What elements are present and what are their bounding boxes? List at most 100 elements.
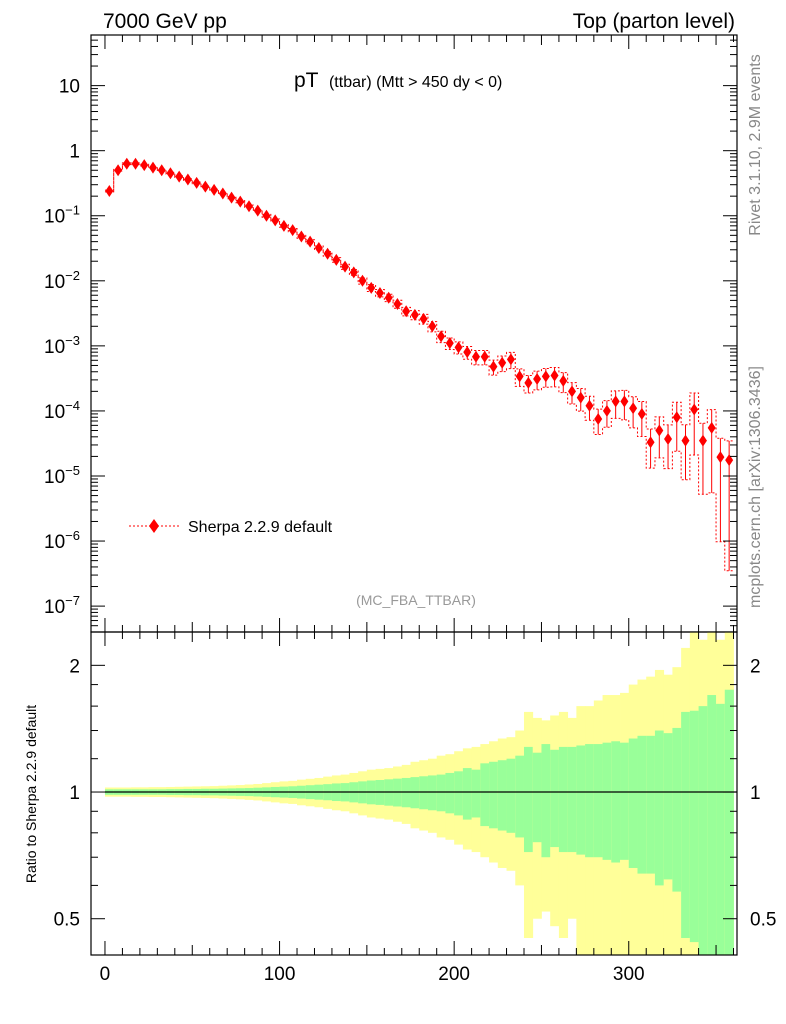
data-point-marker (489, 360, 498, 373)
ratio-inner-band-bin (663, 733, 673, 880)
data-point-marker (201, 180, 210, 193)
data-point-marker (183, 173, 192, 186)
data-point-marker (716, 451, 725, 464)
data-point-marker (480, 350, 489, 363)
data-point-marker (323, 247, 332, 260)
data-point-marker (655, 424, 664, 437)
data-point-marker (463, 346, 472, 359)
y-tick-label: 10−7 (44, 593, 80, 618)
ratio-inner-band-bin (576, 745, 586, 855)
x-tick-label: 100 (264, 964, 296, 985)
data-point-marker (454, 341, 463, 354)
data-point-marker (122, 157, 131, 170)
ratio-inner-band-bin (497, 760, 507, 831)
ratio-y-tick-label: 0.5 (54, 910, 80, 931)
ratio-inner-band-bin (585, 744, 595, 858)
plot-title-suffix: (ttbar) (Mtt > 450 dy < 0) (329, 74, 502, 91)
data-point-marker (533, 372, 542, 385)
data-point-marker (515, 370, 524, 383)
data-point-marker (725, 454, 734, 467)
data-point-marker (218, 187, 227, 200)
ratio-inner-band-bin (698, 706, 708, 955)
ratio-plot-y-ticks: 0.5 0.5 1 1 2 2 (54, 656, 777, 930)
data-point-marker (349, 266, 358, 279)
data-point-marker (288, 224, 297, 237)
ratio-inner-band-bin (646, 735, 656, 874)
ratio-inner-band-bin (462, 768, 473, 820)
data-point-marker (131, 157, 140, 170)
ratio-inner-band-bin (506, 758, 516, 833)
data-point-marker (367, 281, 376, 294)
ratio-inner-band-bin (716, 703, 726, 955)
ratio-inner-band-bin (471, 769, 481, 818)
x-tick-label: 0 (100, 964, 111, 985)
data-point-marker (498, 356, 507, 369)
data-point-marker (637, 407, 646, 420)
y-tick-label: 10−6 (44, 528, 80, 553)
data-point-marker (393, 298, 402, 311)
data-point-marker (690, 403, 699, 416)
data-point-marker (437, 330, 446, 343)
legend: Sherpa 2.2.9 default (129, 519, 333, 536)
ratio-inner-band-bin (454, 771, 464, 816)
data-point-marker (175, 170, 184, 183)
analysis-label: (MC_FBA_TTBAR) (356, 592, 476, 608)
ratio-inner-band-bin (637, 735, 647, 874)
data-point-marker (629, 402, 638, 415)
main-plot-panel: 10 1 10−1 10−2 10−3 10−4 10−5 10−6 10−7 pT (ttba… (44, 34, 738, 633)
y-tick-label: 10−5 (44, 463, 80, 488)
data-point-marker (602, 404, 611, 417)
legend-marker (149, 519, 159, 533)
data-point-marker (358, 274, 367, 287)
main-plot-x-ticks (104, 35, 735, 632)
data-point-marker (410, 308, 419, 321)
data-point-marker (681, 434, 690, 447)
ratio-y-tick-label-right: 1 (750, 783, 761, 804)
ratio-y-tick-label: 2 (69, 656, 80, 677)
main-plot-y-ticks: 10 1 10−1 10−2 10−3 10−4 10−5 10−6 10−7 (44, 34, 737, 633)
data-point-marker (253, 204, 262, 217)
ratio-y-tick-label-right: 0.5 (750, 910, 776, 931)
legend-entry-label: Sherpa 2.2.9 default (188, 519, 333, 536)
ratio-inner-band-bin (480, 763, 490, 827)
ratio-inner-band-bin (724, 689, 734, 955)
data-point-marker (384, 291, 393, 304)
data-point-marker (332, 253, 341, 266)
header-right-label: Top (parton level) (573, 10, 735, 33)
data-point-marker (646, 436, 655, 449)
y-tick-label: 10−1 (44, 203, 80, 228)
data-point-marker (157, 164, 166, 177)
ratio-inner-band-bin (672, 727, 682, 892)
ratio-inner-band-bin (489, 761, 499, 829)
ratio-inner-band-bin (620, 742, 630, 860)
rivet-version-label: Rivet 3.1.10, 2.9M events (747, 54, 764, 235)
data-point-marker (541, 370, 550, 383)
ratio-inner-band-bin (532, 752, 542, 843)
data-point-marker (550, 369, 559, 382)
plot-title-main: pT (294, 69, 319, 92)
data-point-marker (672, 411, 681, 424)
data-point-marker (611, 395, 620, 408)
ratio-inner-band-bin (628, 738, 638, 868)
ratio-inner-band-bin (602, 742, 612, 860)
data-point-marker (506, 353, 515, 366)
data-point-marker (306, 235, 315, 248)
ratio-inner-band-bin (654, 730, 665, 886)
data-point-marker (245, 200, 254, 213)
ratio-inner-band-bin (567, 746, 577, 853)
y-tick-label: 10−2 (44, 268, 80, 293)
data-point-marker (279, 219, 288, 232)
data-point-marker (375, 286, 384, 299)
ratio-plot-panel: 0.5 0.5 1 1 2 2 0 100 200 300 Ratio to Sherpa 2.… (23, 631, 777, 985)
plot-title: pT (ttbar) (Mtt > 450 dy < 0) (294, 69, 502, 92)
data-point-marker (166, 167, 175, 180)
ratio-inner-band-bin (550, 749, 560, 848)
data-point-marker (428, 320, 437, 333)
data-point-marker (698, 434, 707, 447)
ratio-inner-band-bin (427, 775, 438, 811)
ratio-inner-band-bin (445, 772, 455, 814)
ratio-inner-band-bin (611, 741, 621, 863)
data-point-marker (297, 230, 306, 243)
series-upper-error-outline (104, 162, 734, 442)
